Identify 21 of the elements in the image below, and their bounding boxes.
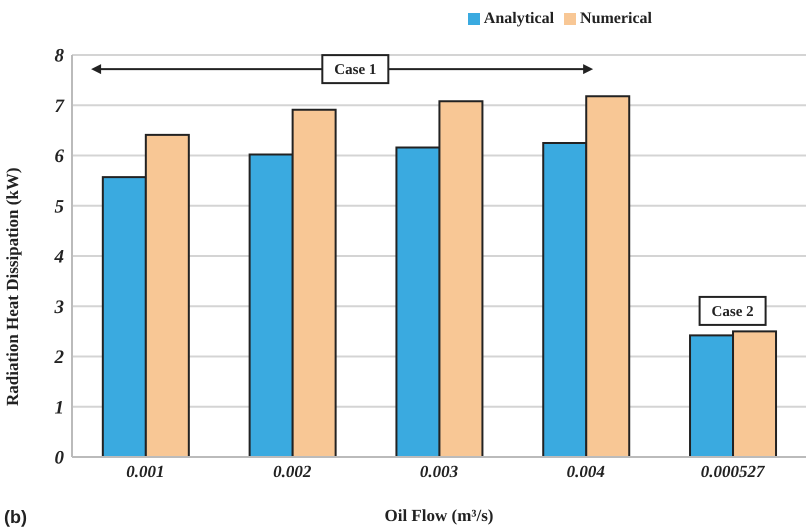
y-tick-label: 2 xyxy=(54,347,64,368)
annotation: Case 2 xyxy=(712,304,754,320)
x-tick-label: 0.003 xyxy=(420,462,459,482)
y-tick-label: 7 xyxy=(54,96,66,117)
legend-label: Numerical xyxy=(580,10,652,27)
x-tick-label: 0.001 xyxy=(126,462,165,482)
text: (b) xyxy=(4,507,27,527)
y-tick-label: 1 xyxy=(54,397,64,418)
x-tick-label: 0.000527 xyxy=(700,462,766,482)
y-tick-label: 0 xyxy=(54,448,64,469)
annotation: Case 1 xyxy=(334,62,376,78)
x-tick-label: 0.004 xyxy=(566,462,605,482)
x-axis-title: Oil Flow (m³/s) xyxy=(384,506,494,525)
y-tick-label: 4 xyxy=(54,246,64,268)
y-tick-label: 6 xyxy=(54,146,64,168)
y-tick-label: 3 xyxy=(54,296,64,318)
y-tick-label: 8 xyxy=(54,46,64,67)
y-tick-label: 5 xyxy=(54,196,64,218)
legend-label: Analytical xyxy=(484,10,554,27)
y-axis-title: Radiation Heat Dissipation (kW) xyxy=(3,168,22,406)
x-tick-label: 0.002 xyxy=(273,462,312,482)
